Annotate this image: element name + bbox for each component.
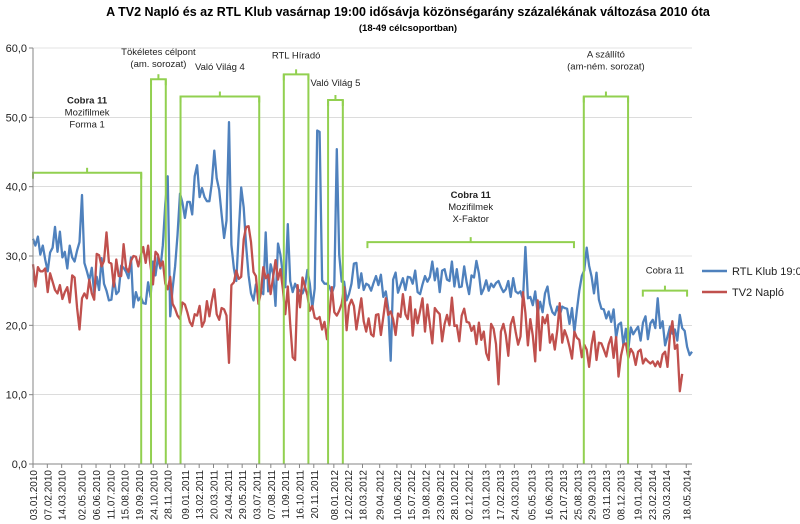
x-tick-label: 18.05.2014 — [682, 470, 693, 520]
x-tick-label: 15.07.2012 — [407, 470, 418, 520]
x-tick-label: 03.11.2013 — [602, 470, 613, 520]
series-line-tv2-naplo — [31, 225, 684, 393]
x-tick-label: 29.09.2013 — [588, 470, 599, 520]
x-tick-label: 24.04.2011 — [224, 470, 235, 520]
x-tick-label: 18.03.2012 — [359, 470, 370, 520]
x-tick-label: 06.06.2010 — [92, 470, 103, 520]
x-tick-label: 16.06.2013 — [545, 470, 556, 520]
x-tick-label: 28.10.2012 — [450, 470, 461, 520]
annotation-label: X-Faktor — [452, 214, 488, 225]
x-tick-label: 12.02.2012 — [344, 470, 355, 520]
legend-label: RTL Klub 19:00 — [732, 266, 800, 278]
x-tick-label: 23.09.2012 — [436, 470, 447, 520]
annotation-label: Való Világ 4 — [195, 62, 245, 73]
x-tick-label: 13.01.2013 — [482, 470, 493, 520]
annotation-label: (am. sorozat) — [130, 59, 186, 70]
annotation-label: A szállító — [587, 50, 625, 61]
x-tick-label: 19.01.2014 — [634, 470, 645, 520]
y-tick-label: 30,0 — [6, 251, 27, 263]
legend: RTL Klub 19:00 TV2 Napló — [702, 266, 800, 299]
x-tick-label: 15.08.2010 — [121, 470, 132, 520]
x-tick-label: 30.03.2014 — [662, 470, 673, 520]
annotation-label: Mozifilmek — [65, 107, 110, 118]
x-tick-label: 07.08.2011 — [267, 470, 278, 520]
x-tick-label: 29.05.2011 — [238, 470, 249, 520]
x-tick-label: 28.11.2010 — [164, 470, 175, 520]
annotation: Való Világ 4 — [179, 62, 261, 464]
x-tick-label: 20.03.2011 — [210, 470, 221, 520]
x-tick-label: 10.06.2012 — [393, 470, 404, 520]
x-tick-label: 08.12.2013 — [616, 470, 627, 520]
x-tick-label: 21.07.2013 — [559, 470, 570, 520]
x-tick-label: 05.05.2013 — [528, 470, 539, 520]
x-tick-label: 24.10.2010 — [149, 470, 160, 520]
x-tick-label: 25.08.2013 — [573, 470, 584, 520]
x-tick-label: 20.11.2011 — [310, 470, 321, 519]
annotation-label: Cobra 11 — [67, 95, 108, 106]
annotation: A szállító(am-ném. sorozat) — [567, 50, 645, 464]
chart-subtitle: (18-49 célcsoportban) — [359, 23, 457, 34]
y-tick-label: 20,0 — [6, 320, 27, 332]
x-tick-label: 08.01.2012 — [330, 470, 341, 520]
series-line-rtl-klub — [31, 121, 693, 362]
annotation-label: Tökéletes célpont — [121, 47, 196, 58]
annotation-bracket — [150, 78, 167, 86]
x-tick-label: 03.07.2011 — [252, 470, 263, 520]
annotation-label: RTL Híradó — [272, 50, 321, 61]
annotation-label: (am-ném. sorozat) — [567, 62, 645, 73]
annotation-label: Forma 1 — [69, 119, 104, 130]
annotation-label: Való Világ 5 — [311, 78, 361, 89]
annotation-label: Cobra 11 — [451, 190, 492, 201]
annotation-bracket — [641, 289, 689, 297]
y-tick-label: 40,0 — [6, 182, 27, 194]
x-tick-label: 03.01.2010 — [29, 470, 40, 520]
x-tick-label: 02.12.2012 — [465, 470, 476, 520]
annotation-bracket — [179, 95, 261, 103]
annotation: Való Világ 5 — [311, 78, 361, 464]
y-tick-label: 0,0 — [12, 459, 27, 471]
gridlines — [33, 47, 692, 395]
annotation-label: Mozifilmek — [448, 202, 493, 213]
x-tick-label: 09.01.2011 — [181, 470, 192, 520]
y-axis-ticks: 0,0 10,0 20,0 30,0 40,0 50,0 60,0 — [6, 43, 33, 471]
x-tick-label: 19.08.2012 — [422, 470, 433, 520]
legend-label: TV2 Napló — [732, 287, 784, 299]
annotation-bracket — [366, 241, 575, 249]
x-tick-label: 29.04.2012 — [376, 470, 387, 520]
series-lines — [31, 121, 693, 393]
x-tick-label: 11.09.2011 — [281, 470, 292, 519]
annotation-bracket — [582, 95, 630, 103]
annotation-bracket — [282, 73, 310, 81]
x-tick-label: 11.07.2010 — [106, 470, 117, 520]
y-tick-label: 60,0 — [6, 43, 27, 55]
x-axis-ticks: 03.01.2010 07.02.2010 14.03.2010 02.05.2010… — [29, 464, 693, 520]
y-tick-label: 10,0 — [6, 390, 27, 402]
x-tick-label: 24.03.2013 — [510, 470, 521, 520]
annotation-bracket — [327, 99, 344, 106]
x-tick-label: 17.02.2013 — [496, 470, 507, 520]
annotation-label: Cobra 11 — [646, 265, 684, 276]
x-tick-label: 16.10.2011 — [295, 470, 306, 520]
x-tick-label: 07.02.2010 — [43, 470, 54, 520]
chart-title: A TV2 Napló és az RTL Klub vasárnap 19:0… — [106, 5, 711, 19]
annotation: RTL Híradó — [272, 50, 321, 464]
x-tick-label: 14.03.2010 — [58, 470, 69, 520]
x-tick-label: 02.05.2010 — [78, 470, 89, 520]
annotation: Tökéletes célpont(am. sorozat) — [121, 47, 196, 464]
x-tick-label: 19.09.2010 — [135, 470, 146, 520]
annotation: Cobra 11 — [641, 265, 689, 297]
y-tick-label: 50,0 — [6, 112, 27, 124]
annotation-bracket — [32, 171, 143, 179]
x-tick-label: 23.02.2014 — [648, 470, 659, 520]
x-tick-label: 13.02.2011 — [195, 470, 206, 520]
